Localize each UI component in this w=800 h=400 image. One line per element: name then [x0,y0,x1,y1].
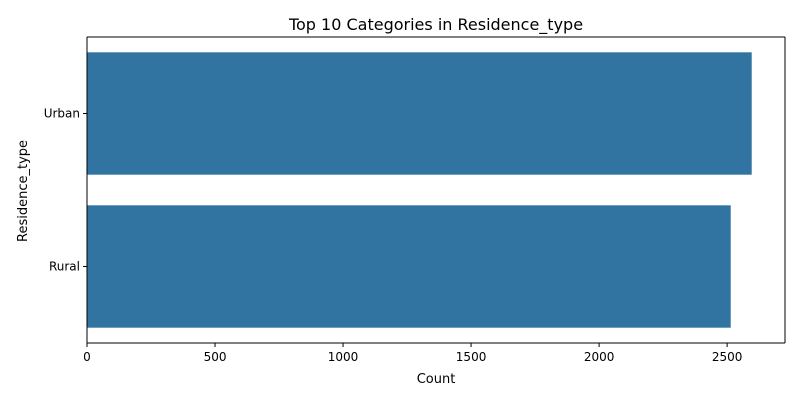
x-ticks: 0 500 1000 1500 2000 2500 [83,343,742,364]
bars-layer [87,52,752,328]
x-tick-label: 500 [204,350,227,364]
y-tick-label: Urban [44,107,80,121]
bar-urban [87,52,752,175]
y-ticks: Urban Rural [44,107,87,274]
chart-title: Top 10 Categories in Residence_type [288,15,583,35]
x-tick-label: 0 [83,350,91,364]
x-tick-label: 2500 [712,350,743,364]
x-tick-label: 2000 [584,350,615,364]
y-axis-label: Residence_type [16,140,31,242]
x-tick-label: 1500 [456,350,487,364]
x-tick-label: 1000 [328,350,359,364]
y-tick-label: Rural [49,260,80,274]
x-axis-label: Count [417,372,456,387]
axes-layer [86,36,786,344]
bar-rural [87,205,731,328]
